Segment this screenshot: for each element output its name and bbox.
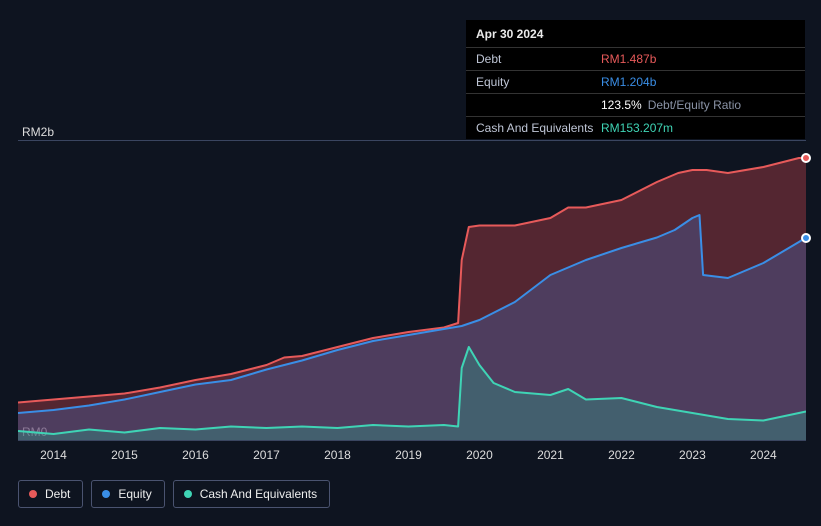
x-axis-tick: 2021: [537, 448, 564, 462]
x-axis-tick: 2016: [182, 448, 209, 462]
series-end-marker: [801, 153, 811, 163]
chart-series-area: [18, 215, 806, 440]
y-axis-top-label: RM2b: [22, 125, 54, 139]
legend-item[interactable]: Cash And Equivalents: [173, 480, 330, 508]
legend-dot-icon: [29, 490, 37, 498]
legend: Debt Equity Cash And Equivalents: [18, 480, 330, 508]
x-axis-tick: 2017: [253, 448, 280, 462]
x-axis-tick: 2015: [111, 448, 138, 462]
tooltip-row: Cash And EquivalentsRM153.207m: [466, 117, 805, 139]
tooltip-row-value: RM1.204b: [601, 75, 656, 89]
x-axis-tick: 2018: [324, 448, 351, 462]
grid-line: [18, 440, 806, 441]
tooltip-row-value: RM1.487b: [601, 52, 656, 66]
tooltip-row-label: [476, 98, 601, 112]
x-axis-tick: 2024: [750, 448, 777, 462]
legend-dot-icon: [102, 490, 110, 498]
tooltip-row-label: Equity: [476, 75, 601, 89]
tooltip-row: EquityRM1.204b: [466, 71, 805, 94]
x-axis-tick: 2020: [466, 448, 493, 462]
x-axis-tick: 2014: [40, 448, 67, 462]
x-axis-tick: 2022: [608, 448, 635, 462]
tooltip-row-value: RM153.207m: [601, 121, 673, 135]
series-end-marker: [801, 233, 811, 243]
legend-dot-icon: [184, 490, 192, 498]
x-axis-tick: 2023: [679, 448, 706, 462]
tooltip-row-extra: Debt/Equity Ratio: [648, 98, 741, 112]
legend-item-label: Debt: [45, 487, 70, 501]
legend-item[interactable]: Debt: [18, 480, 83, 508]
tooltip-box: Apr 30 2024 DebtRM1.487bEquityRM1.204b12…: [466, 20, 805, 139]
x-axis-tick: 2019: [395, 448, 422, 462]
chart-area: [18, 140, 806, 440]
tooltip-row: 123.5% Debt/Equity Ratio: [466, 94, 805, 117]
legend-item-label: Cash And Equivalents: [200, 487, 317, 501]
tooltip-row-value: 123.5%: [601, 98, 642, 112]
tooltip-row-label: Cash And Equivalents: [476, 121, 601, 135]
legend-item[interactable]: Equity: [91, 480, 164, 508]
legend-item-label: Equity: [118, 487, 151, 501]
tooltip-row-label: Debt: [476, 52, 601, 66]
tooltip-row: DebtRM1.487b: [466, 48, 805, 71]
tooltip-date: Apr 30 2024: [466, 20, 805, 48]
